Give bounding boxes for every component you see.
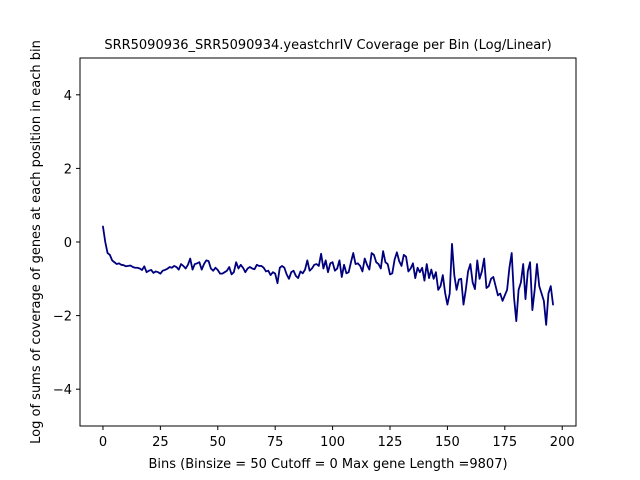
x-tick-label: 100 — [320, 435, 345, 450]
series-layer — [102, 225, 554, 326]
y-tick-label: 4 — [64, 89, 72, 104]
x-tick-label: 25 — [152, 435, 169, 450]
x-tick-label: 50 — [210, 435, 227, 450]
y-tick-label: 0 — [64, 236, 72, 251]
x-axis-label: Bins (Binsize = 50 Cutoff = 0 Max gene L… — [148, 457, 507, 472]
y-tick-label: 2 — [64, 162, 72, 177]
x-tick-label: 200 — [550, 435, 575, 450]
series-line-coverage — [102, 225, 554, 326]
y-axis-label: Log of sums of coverage of genes at each… — [29, 40, 44, 444]
plot-area — [80, 58, 576, 426]
x-tick-label: 175 — [492, 435, 517, 450]
chart-title: SRR5090936_SRR5090934.yeastchrIV Coverag… — [104, 38, 551, 53]
x-tick-label: 0 — [99, 435, 107, 450]
x-tick-label: 75 — [267, 435, 284, 450]
x-tick-label: 125 — [378, 435, 403, 450]
y-tick-label: −4 — [53, 383, 72, 398]
y-axis: −4 −2 0 2 4 — [53, 89, 80, 398]
y-tick-label: −2 — [53, 310, 72, 325]
x-tick-label: 150 — [435, 435, 460, 450]
x-axis: 0 25 50 75 100 125 150 175 200 — [99, 426, 575, 450]
